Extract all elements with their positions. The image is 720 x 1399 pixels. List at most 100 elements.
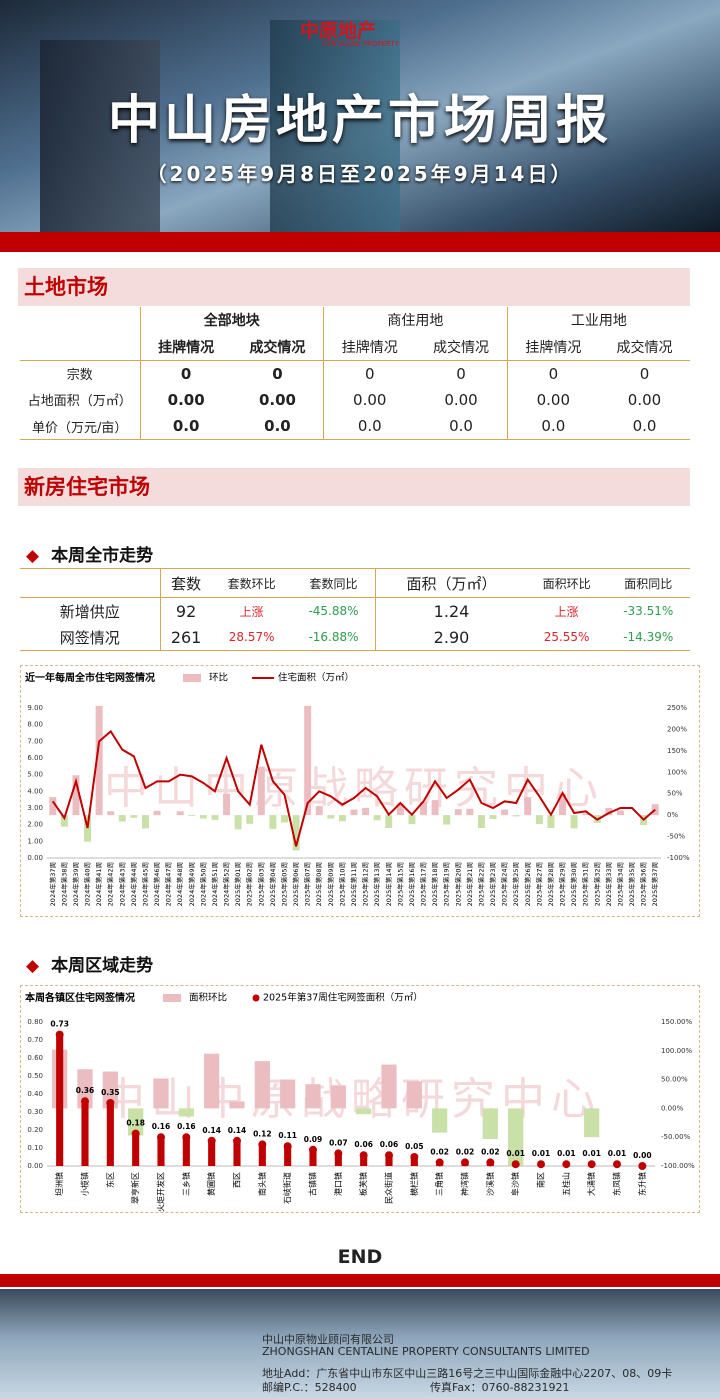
bar [373,815,381,821]
tick-label: -50.00% [661,1133,691,1141]
dot [385,1151,393,1160]
bar [489,815,497,819]
bar [304,706,312,816]
bar [107,811,115,816]
bar [176,811,184,816]
data-label: 0.36 [76,1086,95,1095]
tick-label: 200% [667,725,687,733]
x-tick-label: 2025年第10周 [337,862,346,906]
x-tick-label: 阜沙镇 [510,1172,520,1196]
red-band [0,1274,720,1287]
chart-title: 近一年每周全市住宅网签情况 [25,671,155,684]
dot [309,1145,317,1154]
bar [204,1053,220,1109]
cell: 0.0 [231,413,324,440]
tick-label: 3.00 [27,804,43,812]
bar [229,1101,245,1109]
dot [486,1158,495,1167]
bar [570,815,578,829]
cell: 0.0 [506,413,599,440]
bar [49,797,57,816]
data-row: 网签情况 261 28.57% -16.88% 2.90 25.55% -14.39% [20,624,690,651]
watermark: 中山中原战略研究中心 [104,763,604,814]
legend-label: 环比 [209,672,228,684]
x-tick-label: 2025年第04周 [268,862,277,906]
cell: 28.57% [211,624,292,651]
data-label: 0.12 [253,1129,272,1138]
data-label: 0.00 [633,1151,652,1160]
row-label: 占地面积（万㎡） [27,394,132,410]
land-table: 全部地块 商住用地 工业用地 挂牌情况 成交情况 挂牌情况 成交情况 挂牌情况 成交情况 宗数 0 0… [20,307,690,440]
x-tick-label: 东凤镇 [612,1172,622,1196]
data-label: 0.06 [380,1140,399,1149]
tick-label: 0.20 [27,1126,43,1134]
chart: 中山中原战略研究中心 本周各镇区住宅网签情况 面积环比 2025年第37周住宅网签面积… [25,991,695,1212]
x-tick-label: 横栏镇 [409,1172,419,1196]
dot [182,1133,191,1142]
bar [408,815,416,825]
x-tick-label: 坦洲镇 [54,1172,64,1196]
x-tick-label: 2025年第19周 [442,862,451,906]
bar [431,800,439,816]
bar [512,815,520,817]
data-label: 0.16 [177,1122,196,1131]
x-tick-label: 2025年第23周 [488,862,497,906]
x-tick-label: 2025年第13周 [372,862,381,906]
data-label: 0.07 [329,1138,348,1147]
bar [338,815,346,822]
data-label: 0.18 [126,1119,145,1128]
x-tick-label: 2025年第07周 [303,862,312,906]
x-tick-label: 2025年第01周 [233,862,242,906]
data-label: 0.16 [152,1122,171,1131]
dot [106,1099,115,1107]
x-tick-label: 2024年第52周 [222,862,231,906]
tick-label: -50% [667,833,685,841]
dot [334,1149,343,1158]
x-tick-label: 2024年第44周 [129,862,138,906]
bar [257,766,265,816]
bar [130,815,138,818]
cell: 2.90 [375,624,527,651]
x-tick-label: 五桂山 [561,1172,571,1196]
tick-label: -100.00% [661,1162,695,1170]
cell: 0 [639,364,650,383]
x-tick-label: 民众街道 [384,1172,394,1204]
bar [95,706,103,816]
x-tick-label: 2024年第42周 [106,862,115,906]
tick-label: 2.00 [27,821,43,829]
sub-heading: 本周区域走势 [26,951,153,976]
tick-label: 0.00 [27,1162,43,1170]
row-label: 新增供应 [59,602,120,621]
tick-label: 0.30 [27,1108,43,1116]
legend-swatch [183,674,201,682]
bar [280,1079,296,1109]
x-tick-label: 2025年第37周 [650,862,659,906]
bar [188,815,196,816]
fax: 传真Fax：0760-88231921 [430,1381,570,1394]
dot [537,1160,545,1169]
cell: -45.88% [308,604,359,618]
x-tick-label: 2025年第22周 [476,862,485,906]
cell: 0 [272,364,283,383]
column-header: 套数 [159,568,212,598]
group-header: 商住用地 [323,307,508,334]
column-header: 面积同比 [606,568,690,598]
x-tick-label: 2024年第40周 [83,862,92,906]
x-tick-label: 火炬开发区 [156,1172,166,1212]
bar [535,815,543,825]
bar [524,797,532,816]
line [51,729,656,847]
dot [283,1142,292,1151]
tick-label: 0.50 [27,1072,43,1080]
x-tick-label: 2025年第32周 [592,862,601,906]
header-row: 挂牌情况 成交情况 挂牌情况 成交情况 挂牌情况 成交情况 [20,333,690,361]
dot [55,1030,64,1039]
data-label: 0.01 [557,1149,576,1158]
tick-label: 5.00 [27,771,43,779]
tick-label: 4.00 [27,787,43,795]
cell: 1.24 [375,597,527,624]
end-mark: END [337,1246,383,1268]
bar [223,793,231,816]
dot [587,1160,596,1169]
bar [616,810,624,816]
